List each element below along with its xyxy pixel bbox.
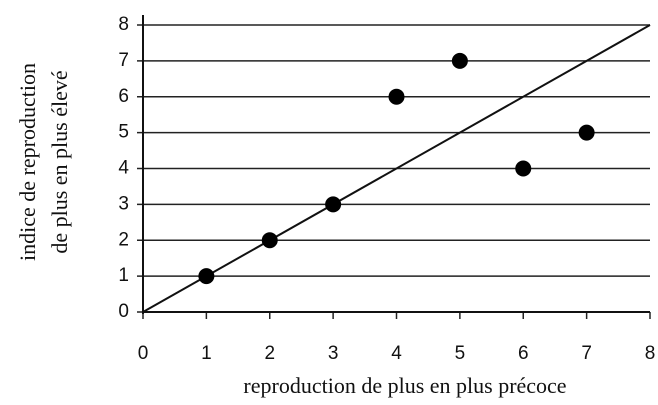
y-tick-label: 4 — [118, 158, 129, 179]
x-tick-label: 5 — [455, 343, 466, 364]
point — [261, 232, 278, 249]
x-tick-label: 2 — [264, 343, 275, 364]
y-tick-label: 0 — [118, 301, 129, 322]
x-axis-label: reproduction de plus en plus précoce — [243, 373, 566, 398]
y-tick-label: 5 — [118, 122, 129, 143]
point — [578, 124, 595, 141]
y-axis-label: de plus en plus élevé — [47, 70, 72, 253]
point — [515, 160, 532, 177]
x-tick-label: 7 — [581, 343, 592, 364]
x-tick-label: 4 — [391, 343, 402, 364]
y-tick-label: 1 — [118, 265, 129, 286]
y-tick-label: 7 — [118, 50, 129, 71]
x-tick-label: 6 — [518, 343, 529, 364]
x-tick-label: 1 — [201, 343, 212, 364]
y-tick-label: 3 — [118, 193, 129, 214]
y-tick-label: 2 — [118, 229, 129, 250]
point — [198, 268, 215, 285]
y-axis-label: indice de reproduction — [15, 63, 40, 261]
point — [325, 196, 342, 213]
point — [451, 52, 468, 69]
x-tick-label: 0 — [138, 343, 149, 364]
x-tick-label: 8 — [645, 343, 656, 364]
point — [388, 88, 405, 105]
y-tick-label: 8 — [118, 14, 129, 35]
y-tick-label: 6 — [118, 86, 129, 107]
reference-line — [142, 24, 651, 313]
x-tick-label: 3 — [328, 343, 339, 364]
